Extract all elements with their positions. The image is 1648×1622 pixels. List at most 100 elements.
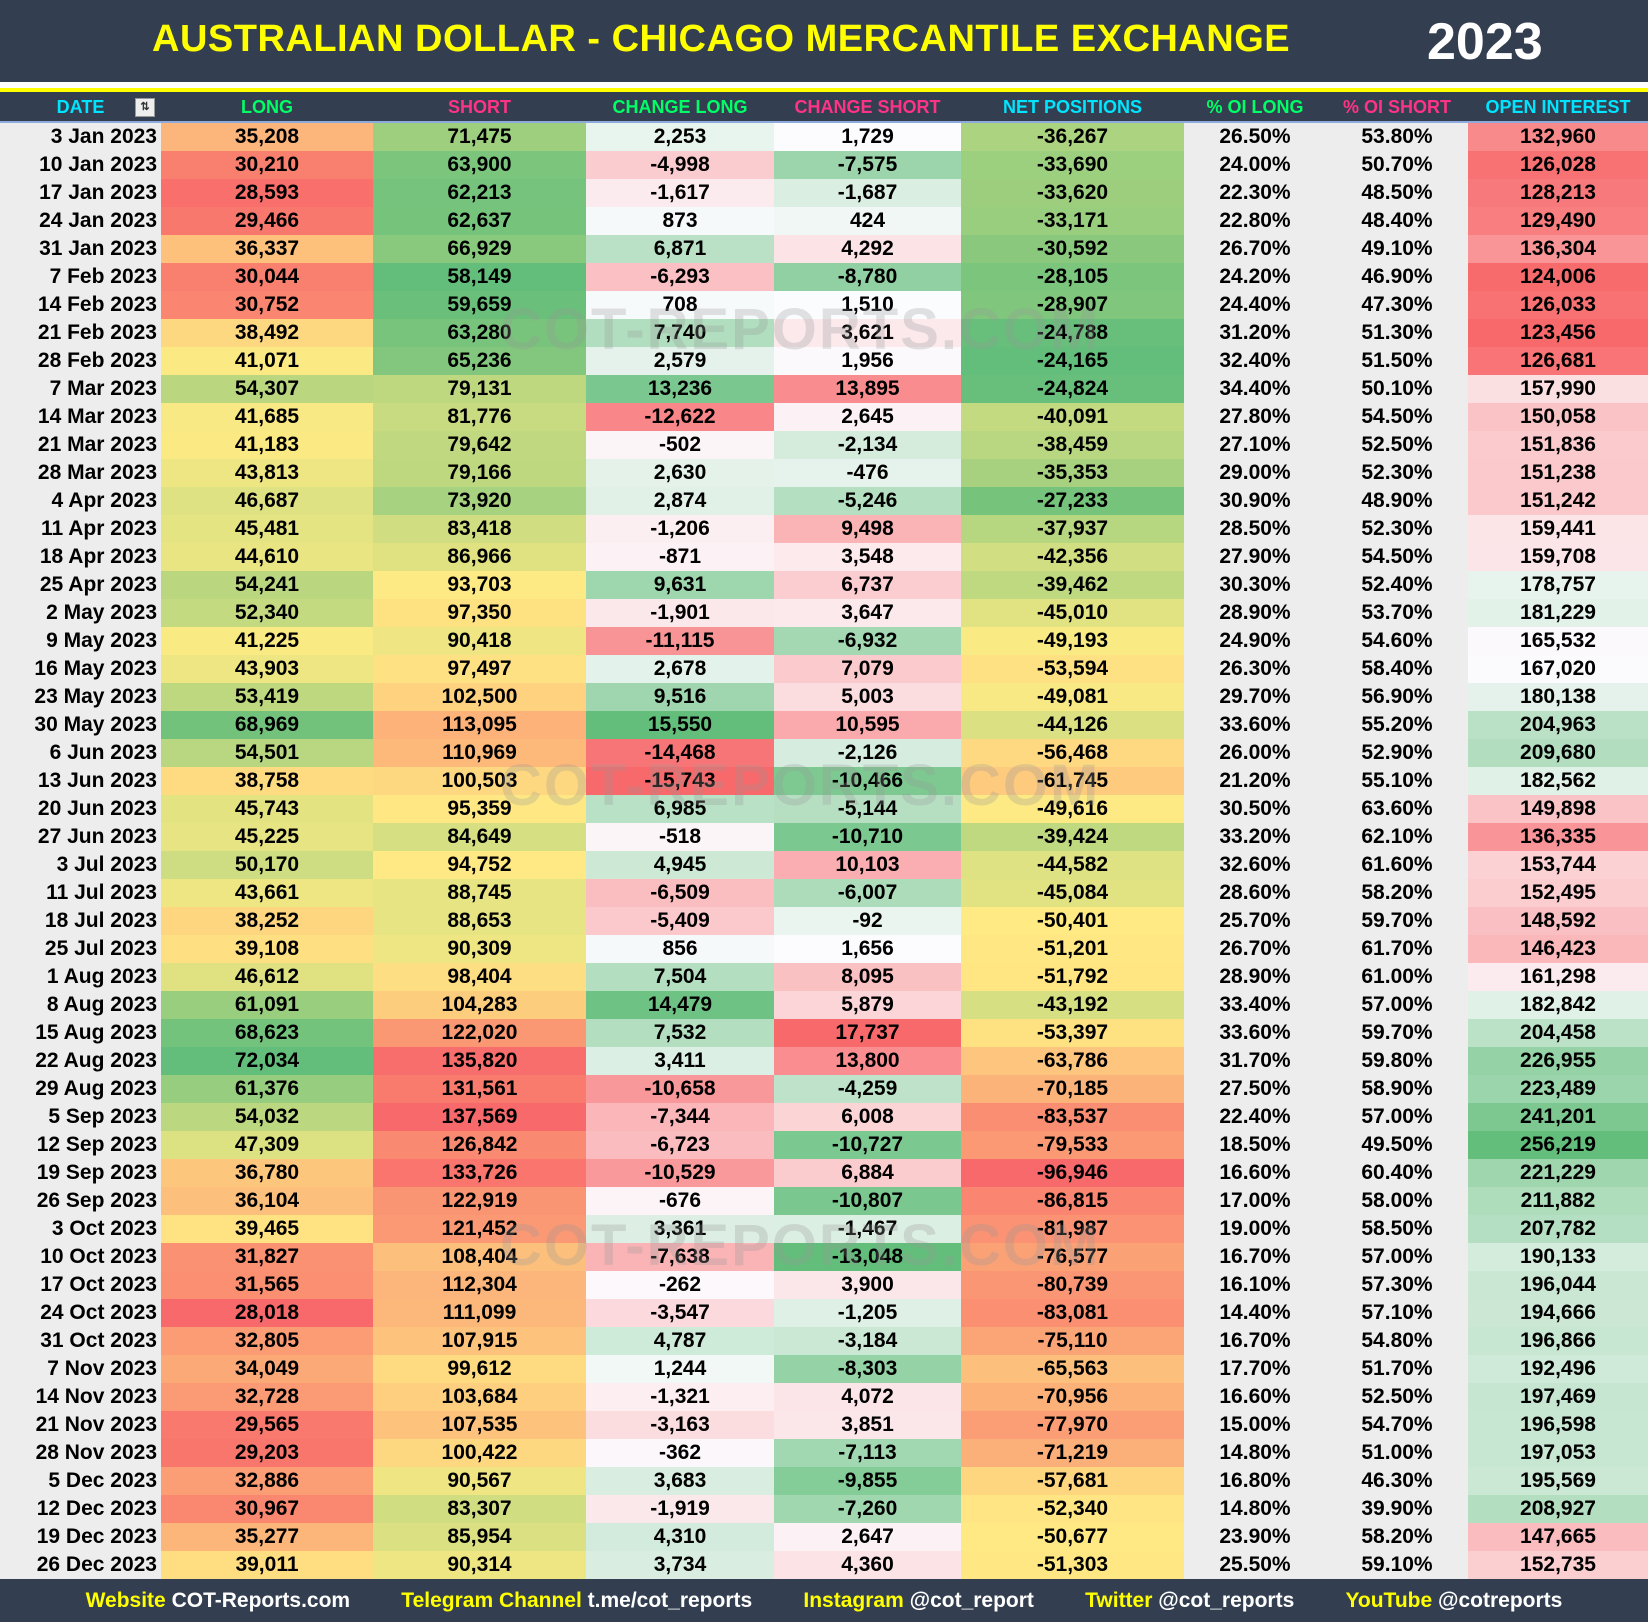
cell-pct-oi-short: 62.10% [1326, 823, 1468, 851]
cell-pct-oi-short: 57.10% [1326, 1299, 1468, 1327]
cell-short: 73,920 [373, 487, 586, 515]
cell-date: 17 Jan 2023 [0, 179, 161, 207]
cell-change-short: 6,737 [774, 571, 961, 599]
cell-open-interest: 129,490 [1468, 207, 1648, 235]
cell-date: 28 Feb 2023 [0, 347, 161, 375]
cell-change-long: -15,743 [586, 767, 774, 795]
table-row: 28 Nov 2023 29,203 100,422 -362 -7,113 -71,21… [0, 1439, 1648, 1467]
cell-short: 63,280 [373, 319, 586, 347]
cell-date: 24 Oct 2023 [0, 1299, 161, 1327]
cell-pct-oi-long: 14.80% [1184, 1495, 1326, 1523]
cell-pct-oi-long: 29.00% [1184, 459, 1326, 487]
cell-pct-oi-short: 52.30% [1326, 515, 1468, 543]
cell-open-interest: 226,955 [1468, 1047, 1648, 1075]
cell-date: 18 Jul 2023 [0, 907, 161, 935]
cell-pct-oi-short: 58.50% [1326, 1215, 1468, 1243]
cell-change-long: -11,115 [586, 627, 774, 655]
cell-date: 11 Jul 2023 [0, 879, 161, 907]
cell-change-short: 1,656 [774, 935, 961, 963]
cell-short: 90,567 [373, 1467, 586, 1495]
cell-net-positions: -24,788 [961, 319, 1184, 347]
cell-date: 15 Aug 2023 [0, 1019, 161, 1047]
cell-change-long: -518 [586, 823, 774, 851]
cell-change-short: -7,575 [774, 151, 961, 179]
cell-change-short: -7,113 [774, 1439, 961, 1467]
cell-long: 43,661 [161, 879, 373, 907]
cell-net-positions: -38,459 [961, 431, 1184, 459]
table-row: 5 Sep 2023 54,032 137,569 -7,344 6,008 -83,53… [0, 1103, 1648, 1131]
cell-open-interest: 182,562 [1468, 767, 1648, 795]
table-row: 17 Oct 2023 31,565 112,304 -262 3,900 -80,739… [0, 1271, 1648, 1299]
footer-link-twitter[interactable]: Twitter @cot_reports [1085, 1589, 1294, 1613]
filter-sort-icon[interactable]: ⇅ [135, 98, 155, 117]
cell-open-interest: 180,138 [1468, 683, 1648, 711]
cell-net-positions: -56,468 [961, 739, 1184, 767]
cell-long: 54,032 [161, 1103, 373, 1131]
cell-short: 126,842 [373, 1131, 586, 1159]
cell-long: 53,419 [161, 683, 373, 711]
table-row: 15 Aug 2023 68,623 122,020 7,532 17,737 -53,3… [0, 1019, 1648, 1047]
cell-date: 25 Apr 2023 [0, 571, 161, 599]
cell-short: 79,166 [373, 459, 586, 487]
header-pct-oi-short: % OI SHORT [1326, 92, 1468, 121]
cell-open-interest: 204,963 [1468, 711, 1648, 739]
table-row: 24 Oct 2023 28,018 111,099 -3,547 -1,205 -83,… [0, 1299, 1648, 1327]
cell-pct-oi-short: 61.70% [1326, 935, 1468, 963]
cell-change-short: -8,780 [774, 263, 961, 291]
cell-short: 111,099 [373, 1299, 586, 1327]
footer-link-instagram[interactable]: Instagram @cot_report [803, 1589, 1034, 1613]
cell-change-short: 2,645 [774, 403, 961, 431]
cell-pct-oi-long: 23.90% [1184, 1523, 1326, 1551]
cell-date: 11 Apr 2023 [0, 515, 161, 543]
cell-change-long: 7,504 [586, 963, 774, 991]
cell-change-short: 8,095 [774, 963, 961, 991]
cell-pct-oi-short: 59.70% [1326, 1019, 1468, 1047]
cell-change-short: 3,900 [774, 1271, 961, 1299]
cell-change-long: 15,550 [586, 711, 774, 739]
table-row: 14 Mar 2023 41,685 81,776 -12,622 2,645 -40,0… [0, 403, 1648, 431]
table-row: 5 Dec 2023 32,886 90,567 3,683 -9,855 -57,681… [0, 1467, 1648, 1495]
cell-long: 61,091 [161, 991, 373, 1019]
cell-change-short: -1,467 [774, 1215, 961, 1243]
table-row: 11 Apr 2023 45,481 83,418 -1,206 9,498 -37,93… [0, 515, 1648, 543]
cell-open-interest: 192,496 [1468, 1355, 1648, 1383]
cell-change-long: -1,206 [586, 515, 774, 543]
cell-pct-oi-short: 51.50% [1326, 347, 1468, 375]
cell-pct-oi-long: 28.60% [1184, 879, 1326, 907]
cell-change-long: -6,509 [586, 879, 774, 907]
cell-net-positions: -42,356 [961, 543, 1184, 571]
cell-pct-oi-short: 49.50% [1326, 1131, 1468, 1159]
table-row: 2 May 2023 52,340 97,350 -1,901 3,647 -45,010… [0, 599, 1648, 627]
cell-change-long: -1,617 [586, 179, 774, 207]
cell-date: 19 Sep 2023 [0, 1159, 161, 1187]
footer-link-website[interactable]: Website COT-Reports.com [86, 1589, 351, 1613]
cell-net-positions: -51,201 [961, 935, 1184, 963]
cell-short: 85,954 [373, 1523, 586, 1551]
table-row: 28 Mar 2023 43,813 79,166 2,630 -476 -35,353 2… [0, 459, 1648, 487]
cell-date: 3 Jul 2023 [0, 851, 161, 879]
cell-short: 97,497 [373, 655, 586, 683]
cell-net-positions: -70,185 [961, 1075, 1184, 1103]
footer-value: @cot_reports [1158, 1588, 1295, 1612]
cell-change-short: 2,647 [774, 1523, 961, 1551]
cell-change-long: 4,945 [586, 851, 774, 879]
cell-pct-oi-long: 27.50% [1184, 1075, 1326, 1103]
cell-change-long: -14,468 [586, 739, 774, 767]
cell-long: 28,018 [161, 1299, 373, 1327]
cell-change-long: 6,985 [586, 795, 774, 823]
table-row: 17 Jan 2023 28,593 62,213 -1,617 -1,687 -33,6… [0, 179, 1648, 207]
cell-pct-oi-long: 25.70% [1184, 907, 1326, 935]
footer-link-youtube[interactable]: YouTube @cotreports [1345, 1589, 1562, 1613]
cell-open-interest: 151,238 [1468, 459, 1648, 487]
cell-date: 21 Mar 2023 [0, 431, 161, 459]
cell-long: 38,252 [161, 907, 373, 935]
cell-pct-oi-short: 54.70% [1326, 1411, 1468, 1439]
footer-link-telegram[interactable]: Telegram Channel t.me/cot_reports [401, 1589, 752, 1613]
cell-open-interest: 151,242 [1468, 487, 1648, 515]
cell-pct-oi-short: 55.20% [1326, 711, 1468, 739]
cell-change-short: -1,205 [774, 1299, 961, 1327]
cell-open-interest: 211,882 [1468, 1187, 1648, 1215]
cell-change-short: -1,687 [774, 179, 961, 207]
table-row: 19 Sep 2023 36,780 133,726 -10,529 6,884 -96,… [0, 1159, 1648, 1187]
cell-change-long: 7,740 [586, 319, 774, 347]
